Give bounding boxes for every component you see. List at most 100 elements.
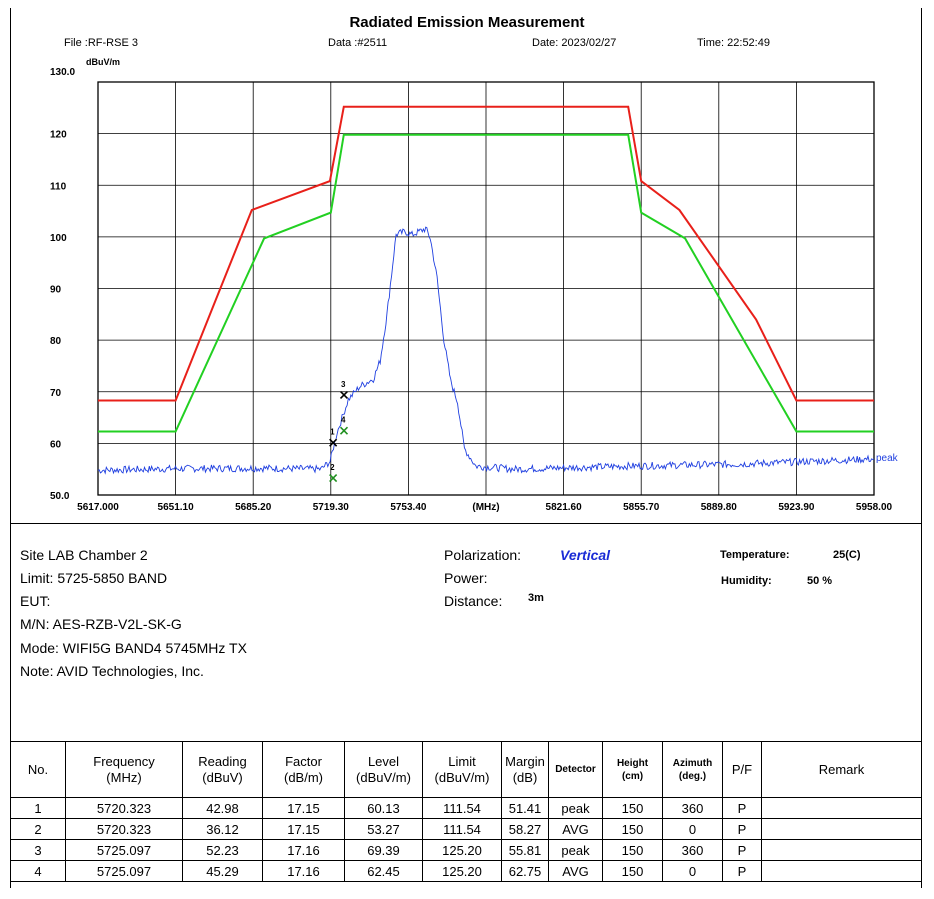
x-tick-label: 5923.90 — [778, 502, 815, 513]
model-number-label: M/N: AES-RZB-V2L-SK-G — [20, 616, 182, 632]
x-tick-label: 5685.20 — [235, 502, 272, 513]
y-tick-label: 100 — [50, 233, 67, 244]
table-cell: AVG — [548, 860, 603, 882]
results-table: No. Frequency (MHz) Reading (dBuV) Factor(… — [10, 741, 922, 882]
file-label: File :RF-RSE 3 — [64, 37, 138, 49]
col-frequency: Frequency (MHz) — [65, 741, 183, 798]
table-cell: 5725.097 — [65, 839, 183, 861]
series-line — [98, 105, 874, 402]
limit-label: Limit: 5725-5850 BAND — [20, 570, 168, 586]
table-cell: 69.39 — [344, 839, 423, 861]
table-cell: 58.27 — [501, 818, 549, 840]
table-cell: 2 — [10, 818, 66, 840]
table-cell: 360 — [662, 839, 723, 861]
table-cell: 52.23 — [182, 839, 263, 861]
table-cell: 150 — [602, 797, 663, 819]
x-tick-label: 5651.10 — [158, 502, 195, 513]
y-tick-label: 60 — [50, 439, 62, 450]
polarization-value: Vertical — [560, 547, 611, 563]
table-cell: 17.15 — [262, 818, 345, 840]
y-tick-label: 80 — [50, 336, 62, 347]
table-cell — [761, 839, 922, 861]
table-cell: P — [722, 797, 762, 819]
table-cell: 125.20 — [422, 839, 502, 861]
table-cell: P — [722, 860, 762, 882]
col-pf: P/F — [722, 741, 762, 798]
emission-chart: 130.0 120 110 100 90 80 70 60 50.0 5617.000 5651.1… — [50, 67, 899, 513]
x-tick-label: 5821.60 — [546, 502, 583, 513]
table-cell: 60.13 — [344, 797, 423, 819]
table-cell: AVG — [548, 818, 603, 840]
measurement-marker — [329, 474, 338, 483]
table-cell: 17.16 — [262, 860, 345, 882]
x-tick-label: 5719.30 — [313, 502, 350, 513]
series-line — [97, 226, 875, 475]
mode-label: Mode: WIFI5G BAND4 5745MHz TX — [20, 640, 247, 656]
humidity-value: 50 % — [807, 575, 833, 587]
table-cell: 150 — [602, 818, 663, 840]
col-height: Height (cm) — [602, 741, 663, 798]
table-cell: 51.41 — [501, 797, 549, 819]
table-cell: 55.81 — [501, 839, 549, 861]
x-tick-label: 5958.00 — [856, 502, 893, 513]
eut-label: EUT: — [20, 593, 51, 609]
table-cell: 62.75 — [501, 860, 549, 882]
table-cell: 150 — [602, 839, 663, 861]
col-remark: Remark — [761, 741, 922, 798]
chart-divider — [10, 523, 922, 524]
page-frame — [10, 8, 922, 888]
table-row: 2 5720.323 36.12 17.15 53.27 111.54 58.27 AVG 15… — [10, 818, 922, 840]
chart-title: Radiated Emission Measurement — [349, 14, 585, 31]
table-cell: 62.45 — [344, 860, 423, 882]
power-label: Power: — [444, 570, 488, 586]
x-tick-label: (MHz) — [472, 502, 499, 513]
polarization-label: Polarization: — [444, 547, 522, 563]
table-cell: 360 — [662, 797, 723, 819]
table-cell: 53.27 — [344, 818, 423, 840]
temperature-value: 25(C) — [833, 549, 861, 561]
table-row: 3 5725.097 52.23 17.16 69.39 125.20 55.81 peak 1… — [10, 839, 922, 861]
x-tick-label: 5855.70 — [623, 502, 660, 513]
table-cell: 45.29 — [182, 860, 263, 882]
col-limit: Limit (dBuV/m) — [422, 741, 502, 798]
table-cell — [761, 797, 922, 819]
note-label: Note: AVID Technologies, Inc. — [20, 663, 204, 679]
table-cell: 111.54 — [422, 797, 502, 819]
table-cell: 4 — [10, 860, 66, 882]
y-tick-label: 110 — [50, 181, 67, 192]
table-row: 1 5720.323 42.98 17.15 60.13 111.54 51.41 peak 1… — [10, 797, 922, 819]
distance-label: Distance: — [444, 593, 503, 609]
table-cell: 17.15 — [262, 797, 345, 819]
table-cell: 1 — [10, 797, 66, 819]
measurement-marker — [339, 426, 349, 435]
series-line — [98, 133, 874, 433]
table-header-row: No. Frequency (MHz) Reading (dBuV) Factor(… — [10, 741, 922, 798]
temperature-label: Temperature: — [720, 549, 790, 561]
col-azimuth: Azimuth (deg.) — [662, 741, 723, 798]
date-label: Date: 2023/02/27 — [532, 37, 617, 49]
table-cell: 0 — [662, 860, 723, 882]
table-row: 4 5725.097 45.29 17.16 62.45 125.20 62.75 AVG 15… — [10, 860, 922, 882]
series-label: peak — [876, 453, 899, 464]
col-no: No. — [10, 741, 66, 798]
col-detector: Detector — [548, 741, 603, 798]
measurement-marker — [329, 438, 338, 447]
marker-label: 4 — [341, 416, 346, 425]
col-reading: Reading (dBuV) — [182, 741, 263, 798]
y-tick-label: 90 — [50, 285, 62, 296]
col-factor: Factor (dB/m) — [262, 741, 345, 798]
table-cell: 150 — [602, 860, 663, 882]
marker-label: 3 — [341, 380, 346, 389]
x-tick-label: 5889.80 — [701, 502, 738, 513]
table-cell: 5720.323 — [65, 797, 183, 819]
y-tick-label: 130.0 — [50, 67, 75, 78]
measurement-marker — [339, 390, 349, 399]
x-tick-label: 5617.000 — [77, 502, 119, 513]
marker-label: 1 — [330, 428, 335, 437]
table-cell: 17.16 — [262, 839, 345, 861]
time-label: Time: 22:52:49 — [697, 37, 770, 49]
table-cell — [761, 860, 922, 882]
col-level: Level (dBuV/m) — [344, 741, 423, 798]
table-cell: peak — [548, 797, 603, 819]
table-cell: P — [722, 818, 762, 840]
